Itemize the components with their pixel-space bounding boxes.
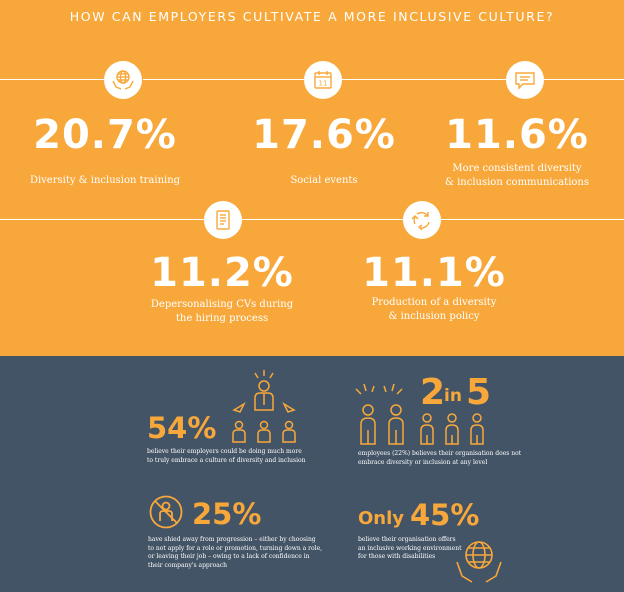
fact-description-line: have shied away from progression – eithe… [148, 536, 316, 543]
fact-description: have shied away from progression – eithe… [148, 536, 348, 570]
stat-value: 11.2% [150, 250, 294, 296]
stat-label: Social events [240, 174, 408, 188]
stat-label: More consistent diversity & inclusion co… [420, 162, 614, 190]
calendar-icon: 11 [304, 61, 342, 99]
fact-description-line: their company's approach [148, 561, 228, 569]
divider-line [0, 219, 204, 220]
document-icon [204, 201, 242, 239]
fact-description-line: to not apply for a role or promotion, tu… [148, 544, 323, 552]
fact-value: 54% [147, 411, 217, 445]
stat-label-line: & inclusion policy [388, 311, 480, 322]
page-title: HOW CAN EMPLOYERS CULTIVATE A MORE INCLU… [69, 9, 555, 24]
fact-value-in: in [444, 386, 462, 406]
cycle-arrows-icon [403, 201, 441, 239]
stat-label-line: Production of a diversity [371, 297, 497, 308]
stat-label-line: More consistent diversity [452, 163, 582, 174]
stat-value: 11.6% [445, 112, 589, 158]
globe-hands-icon [104, 61, 142, 99]
stat-label-line: the hiring process [175, 313, 269, 324]
divider-line [0, 79, 104, 80]
divider-line [342, 79, 506, 80]
globe-hands-icon [456, 541, 502, 583]
svg-text:11: 11 [319, 80, 328, 88]
speech-bubble-icon [506, 61, 544, 99]
fact-description-line: believe their employers could be doing m… [147, 448, 302, 455]
divider-line [242, 219, 403, 220]
stat-label-line: & inclusion communications [445, 177, 589, 188]
fact-description-line: employees (22%) believes their organisat… [358, 450, 522, 457]
fact-value-b: 5 [466, 372, 492, 413]
stat-value: 20.7% [33, 112, 177, 158]
fact-description-line: or leaving their job – owing to a lack o… [148, 553, 310, 560]
fact-description-line: to truly embrace a culture of diversity … [147, 456, 306, 464]
fact-value-a: 2 [420, 372, 446, 413]
stat-label: Depersonalising CVs during the hiring pr… [130, 298, 314, 326]
fact-description-line: believe their organisation offers [358, 536, 456, 543]
fact-value: 45% [410, 498, 480, 532]
no-progression-icon [149, 495, 183, 529]
divider-line [544, 79, 624, 80]
fact-value: 25% [192, 497, 262, 531]
stat-label-line: Depersonalising CVs during [150, 299, 294, 310]
top-panel [0, 0, 624, 356]
stat-label: Diversity & inclusion training [10, 174, 200, 188]
bottom-panel [0, 356, 624, 592]
stat-value: 11.1% [362, 250, 506, 296]
fact-description: believe their organisation offers an inc… [358, 536, 498, 562]
divider-line [441, 219, 624, 220]
fact-description-line: embrace diversity or inclusion at any le… [358, 458, 488, 466]
fact-description: employees (22%) believes their organisat… [358, 450, 558, 467]
stat-label: Production of a diversity & inclusion po… [340, 296, 528, 324]
fact-description-line: an inclusive working environment [358, 544, 462, 552]
team-leader-icon [232, 370, 296, 443]
fact-prefix: Only [358, 508, 405, 529]
fact-description-line: for those with disabilities [358, 553, 436, 560]
stat-label-line: Social events [290, 175, 358, 186]
people-group-icon [355, 383, 484, 445]
divider-line [143, 79, 304, 80]
stat-value: 17.6% [252, 112, 396, 158]
stat-label-line: Diversity & inclusion training [29, 175, 181, 186]
fact-description: believe their employers could be doing m… [147, 448, 347, 465]
